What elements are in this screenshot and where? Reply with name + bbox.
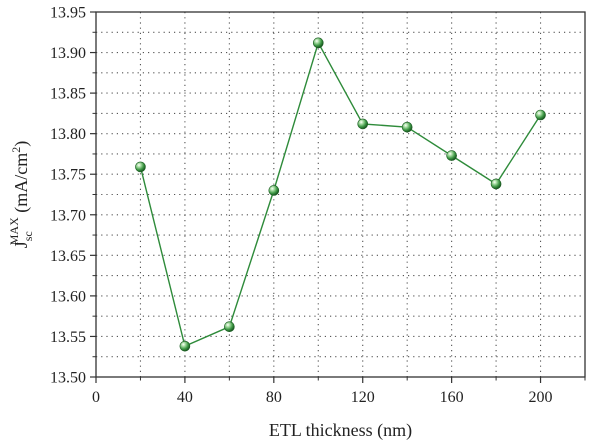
data-point (179, 340, 191, 352)
data-point (535, 109, 546, 121)
x-tick-label: 200 (529, 389, 553, 406)
x-axis-title: ETL thickness (nm) (269, 420, 412, 441)
x-tick-label: 120 (351, 389, 375, 406)
y-tick-label: 13.90 (50, 45, 86, 62)
y-axis-title-unit-close: ) (11, 141, 32, 147)
data-point (268, 185, 280, 196)
y-tick-label: 13.55 (50, 329, 86, 346)
y-tick-label: 13.60 (50, 288, 86, 305)
y-axis-title: JscMAX (mA/cm2) (7, 141, 35, 249)
data-point (446, 150, 457, 161)
data-point (224, 321, 235, 333)
y-tick-label: 13.80 (50, 126, 86, 143)
data-point (401, 121, 413, 133)
data-point (490, 178, 502, 190)
y-axis-title-unit: (mA/cm (11, 153, 32, 218)
y-axis-title-subscript: sc (21, 231, 35, 241)
y-axis-title-superscript: MAX (7, 217, 21, 245)
y-tick-label: 13.65 (50, 248, 86, 265)
x-tick-label: 40 (177, 389, 193, 406)
y-axis-title-unit-exponent: 2 (9, 147, 23, 153)
series-line-layer (139, 40, 542, 348)
y-tick-label: 13.75 (50, 167, 86, 184)
series-line (139, 40, 542, 348)
x-tick-label: 80 (266, 389, 282, 406)
data-point (357, 118, 369, 130)
data-points-layer (135, 37, 546, 352)
y-tick-label: 13.95 (50, 5, 86, 22)
y-tick-label: 13.50 (50, 370, 86, 387)
x-axis-ticks: 0 40 80 120 160 200 (92, 377, 586, 406)
data-point (312, 37, 324, 49)
y-tick-label: 13.85 (50, 86, 86, 103)
x-tick-label: 0 (92, 389, 100, 406)
data-point (135, 161, 146, 173)
x-tick-label: 160 (440, 389, 464, 406)
grid-lines (96, 12, 585, 377)
y-axis-title-base: J (11, 241, 31, 248)
y-tick-label: 13.70 (50, 207, 86, 224)
y-axis-ticks: 13.50 13.55 13.60 13.65 13.70 13.75 13.80 13.85… (50, 5, 96, 387)
